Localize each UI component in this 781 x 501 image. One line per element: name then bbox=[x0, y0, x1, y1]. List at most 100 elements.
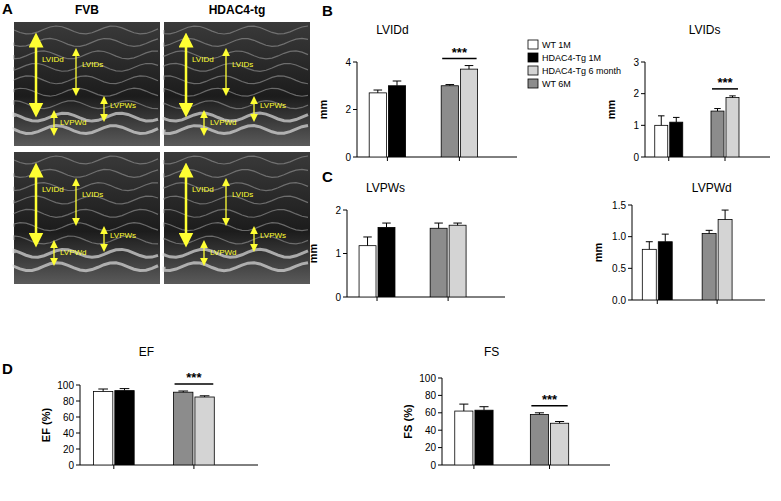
error-cap bbox=[453, 223, 461, 224]
bar bbox=[658, 242, 672, 300]
error-cap bbox=[374, 90, 383, 91]
y-tick bbox=[641, 93, 645, 94]
legend-label: HDAC4-Tg 1M bbox=[542, 53, 601, 63]
measure-arrow bbox=[103, 100, 104, 118]
y-tick bbox=[76, 385, 80, 386]
error-bar bbox=[706, 230, 713, 233]
y-tick bbox=[438, 412, 442, 413]
error-line bbox=[725, 210, 726, 220]
legend-swatch bbox=[528, 66, 538, 75]
measure-label: LVIDs bbox=[232, 190, 253, 199]
measure-arrow bbox=[103, 230, 104, 248]
error-cap bbox=[555, 421, 564, 422]
y-tick-label: 80 bbox=[63, 396, 75, 407]
y-tick bbox=[438, 465, 442, 466]
y-tick bbox=[628, 205, 632, 206]
measure-arrow bbox=[35, 40, 38, 110]
chart-title: LVPWd bbox=[692, 181, 732, 195]
measure-label: LVIDs bbox=[82, 60, 103, 69]
legend-swatch bbox=[528, 40, 538, 49]
y-tick-label: 1 bbox=[633, 120, 639, 131]
y-tick bbox=[641, 157, 645, 158]
echo-trace bbox=[164, 263, 308, 271]
y-tick-label: 4 bbox=[345, 57, 351, 68]
measure-label: LVPWd bbox=[210, 248, 237, 257]
plot-area bbox=[642, 210, 732, 300]
bar bbox=[378, 227, 395, 297]
bar bbox=[359, 246, 376, 297]
y-tick bbox=[628, 268, 632, 269]
y-tick bbox=[438, 430, 442, 431]
error-cap bbox=[178, 391, 188, 392]
echo-trace bbox=[14, 263, 158, 271]
y-tick bbox=[438, 378, 442, 379]
bar bbox=[475, 410, 493, 465]
significance-label: *** bbox=[542, 392, 558, 407]
error-bar bbox=[465, 66, 474, 70]
plot-area bbox=[655, 96, 739, 157]
error-bar bbox=[382, 223, 390, 227]
y-tick-label: 100 bbox=[419, 373, 436, 384]
y-tick bbox=[641, 125, 645, 126]
chart-title: FS bbox=[484, 345, 499, 359]
significance-label: *** bbox=[186, 370, 202, 385]
y-tick-label: 0 bbox=[68, 460, 74, 471]
measure-arrow bbox=[225, 182, 226, 222]
error-line bbox=[665, 234, 666, 242]
measure-label: LVIDd bbox=[192, 185, 214, 194]
chart-title: LVIDd bbox=[376, 23, 408, 37]
measure-arrow bbox=[253, 230, 254, 248]
measure-arrow bbox=[53, 244, 54, 262]
y-tick bbox=[353, 62, 357, 63]
error-bar bbox=[673, 117, 680, 122]
error-bar bbox=[646, 242, 653, 250]
y-tick bbox=[76, 449, 80, 450]
y-axis-label: mm bbox=[317, 100, 329, 120]
bar bbox=[115, 391, 134, 465]
error-bar bbox=[479, 407, 488, 410]
measure-label: LVIDd bbox=[42, 55, 64, 64]
bar bbox=[449, 225, 466, 297]
y-tick-label: 20 bbox=[63, 444, 75, 455]
y-tick-label: 0 bbox=[633, 152, 639, 163]
y-tick-label: 2 bbox=[345, 104, 351, 115]
bar bbox=[670, 122, 683, 157]
error-bar bbox=[200, 396, 210, 397]
panel-label: A bbox=[2, 0, 13, 17]
error-line bbox=[484, 407, 485, 410]
y-axis-line bbox=[632, 205, 633, 300]
y-tick-label: 60 bbox=[63, 412, 75, 423]
bar bbox=[726, 97, 739, 157]
bar bbox=[174, 392, 193, 465]
bar bbox=[642, 249, 656, 300]
echo-background bbox=[14, 22, 160, 146]
legend-label: WT 1M bbox=[542, 40, 571, 50]
legend-swatch bbox=[528, 79, 538, 88]
error-bar bbox=[178, 391, 188, 392]
error-cap bbox=[673, 117, 680, 118]
error-bar bbox=[714, 109, 721, 112]
measure-arrow bbox=[203, 244, 204, 262]
x-tick bbox=[668, 157, 669, 161]
x-tick bbox=[387, 157, 388, 161]
error-cap bbox=[393, 81, 402, 82]
y-tick-label: 100 bbox=[57, 380, 74, 391]
measure-arrow bbox=[253, 100, 254, 118]
y-tick-label: 0 bbox=[345, 152, 351, 163]
y-tick bbox=[438, 395, 442, 396]
bar bbox=[718, 220, 732, 300]
measure-arrow bbox=[75, 182, 76, 222]
chart-title: LVIDs bbox=[689, 23, 721, 37]
bar bbox=[655, 125, 668, 157]
bar bbox=[711, 111, 724, 157]
x-tick bbox=[448, 297, 449, 301]
error-cap bbox=[363, 236, 371, 237]
y-tick-label: 2 bbox=[633, 88, 639, 99]
error-cap bbox=[459, 404, 468, 405]
error-cap bbox=[646, 241, 653, 242]
y-tick-label: 0.0 bbox=[612, 295, 626, 306]
measure-arrow bbox=[35, 170, 38, 240]
x-tick bbox=[113, 465, 114, 469]
significance-label: *** bbox=[717, 75, 733, 90]
measure-arrow bbox=[225, 52, 226, 92]
